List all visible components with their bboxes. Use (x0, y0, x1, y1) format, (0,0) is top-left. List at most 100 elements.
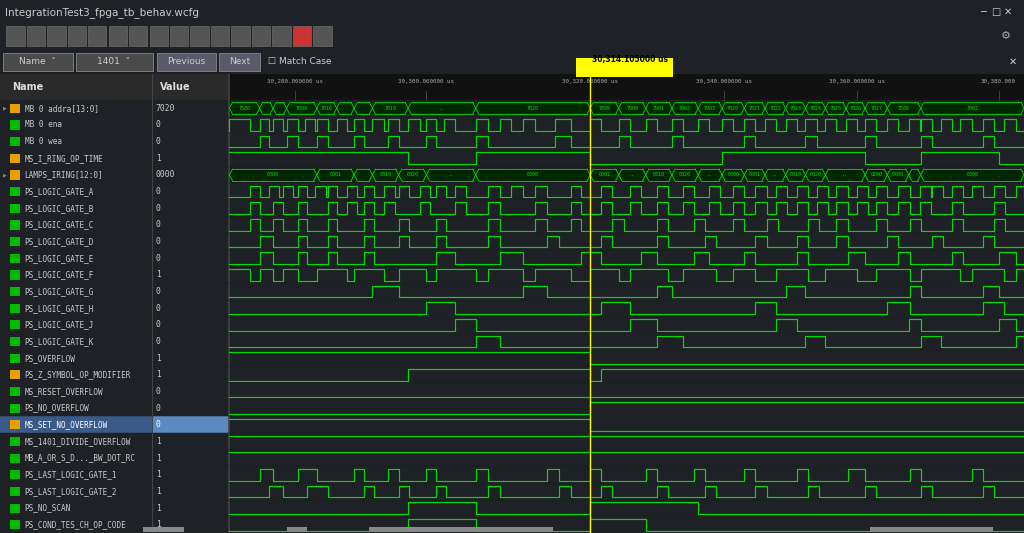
Text: 30,360.000000 us: 30,360.000000 us (829, 79, 885, 84)
Bar (825, 102, 846, 114)
Bar (231, 26, 250, 46)
Bar (354, 102, 373, 114)
Text: PS_LOGIC_GATE_E: PS_LOGIC_GATE_E (25, 254, 94, 263)
Bar (252, 26, 270, 46)
Text: 30,280.000000 us: 30,280.000000 us (266, 79, 323, 84)
Bar (426, 169, 476, 181)
Text: PS_LOGIC_GATE_A: PS_LOGIC_GATE_A (25, 187, 94, 196)
Text: 1: 1 (156, 504, 161, 513)
Bar (211, 26, 229, 46)
Text: LAMPS_IRING[12:0]: LAMPS_IRING[12:0] (25, 171, 103, 180)
Text: Name: Name (12, 82, 44, 92)
Bar (373, 169, 398, 181)
Bar (10, 237, 20, 246)
Text: 7019: 7019 (384, 106, 396, 111)
Text: PS_NO_OVERFLOW: PS_NO_OVERFLOW (25, 403, 89, 413)
Bar (129, 26, 147, 46)
Text: PS_LOGIC_GATE_B: PS_LOGIC_GATE_B (25, 204, 94, 213)
Text: MS_I_RING_OP_TIME: MS_I_RING_OP_TIME (25, 154, 103, 163)
Text: 7900: 7900 (627, 106, 638, 111)
Text: 1401  ˅: 1401 ˅ (97, 57, 130, 66)
Text: ..: .. (772, 173, 778, 177)
Bar (88, 26, 106, 46)
Bar (157, 53, 216, 71)
Bar (287, 102, 316, 114)
Bar (0, 74, 229, 100)
Bar (575, 58, 673, 77)
Text: ..: .. (449, 173, 454, 177)
Text: 0001: 0001 (330, 173, 341, 177)
Text: 1: 1 (156, 370, 161, 379)
Text: 1: 1 (156, 154, 161, 163)
Bar (152, 416, 229, 433)
Text: MS_1401_DIVIDE_OVERFLOW: MS_1401_DIVIDE_OVERFLOW (25, 437, 131, 446)
Text: Next: Next (229, 57, 250, 66)
Bar (865, 102, 888, 114)
Text: 0: 0 (156, 420, 161, 429)
Text: PS_LAST_LOGIC_GATE_2: PS_LAST_LOGIC_GATE_2 (25, 487, 117, 496)
Text: 0: 0 (156, 204, 161, 213)
Bar (10, 304, 20, 313)
Bar (229, 102, 259, 114)
Text: 0: 0 (156, 137, 161, 146)
Text: 7901: 7901 (653, 106, 665, 111)
Bar (409, 102, 476, 114)
Bar (354, 169, 373, 181)
Bar (10, 454, 20, 463)
Bar (10, 320, 20, 329)
Text: 7016: 7016 (321, 106, 333, 111)
Text: 7020: 7020 (156, 104, 175, 113)
Text: 1: 1 (156, 454, 161, 463)
Bar (10, 287, 20, 296)
Bar (618, 102, 646, 114)
Text: 7021: 7021 (749, 106, 761, 111)
Text: MB 0 wea: MB 0 wea (25, 137, 61, 146)
Text: Value: Value (160, 82, 190, 92)
Text: 0010: 0010 (653, 173, 665, 177)
Bar (698, 102, 722, 114)
Text: MS_RESET_OVERFLOW: MS_RESET_OVERFLOW (25, 387, 103, 396)
Text: ✕: ✕ (1004, 7, 1012, 17)
Text: 0: 0 (156, 304, 161, 313)
Text: 1: 1 (156, 270, 161, 279)
Text: 1: 1 (156, 353, 161, 362)
Text: MS_SET_NO_OVERFLOW: MS_SET_NO_OVERFLOW (25, 420, 108, 429)
Text: PS_LOGIC_GATE_K: PS_LOGIC_GATE_K (25, 337, 94, 346)
Bar (765, 169, 785, 181)
Text: ✕: ✕ (1009, 56, 1017, 67)
Text: 7899: 7899 (598, 106, 610, 111)
Text: 30,320.000000 us: 30,320.000000 us (562, 79, 618, 84)
Bar (10, 370, 20, 379)
Bar (293, 26, 311, 46)
Text: MB 0 addra[13:0]: MB 0 addra[13:0] (25, 104, 98, 113)
Text: 7899: 7899 (296, 106, 307, 111)
Text: 0200: 0200 (870, 173, 883, 177)
Bar (10, 470, 20, 479)
Bar (398, 169, 426, 181)
Text: ☐ Match Case: ☐ Match Case (268, 57, 332, 66)
Text: 7027: 7027 (870, 106, 883, 111)
Bar (590, 169, 618, 181)
Bar (219, 53, 260, 71)
Bar (806, 169, 825, 181)
Bar (143, 527, 184, 532)
Bar (672, 169, 698, 181)
Text: 30,340.000000 us: 30,340.000000 us (695, 79, 752, 84)
Bar (76, 53, 153, 71)
Text: 0020: 0020 (809, 173, 821, 177)
Text: □: □ (990, 7, 1000, 17)
Text: 0: 0 (156, 403, 161, 413)
Bar (10, 120, 20, 130)
Text: 7586: 7586 (898, 106, 910, 111)
Bar (888, 169, 908, 181)
Bar (744, 102, 765, 114)
Bar (10, 221, 20, 230)
Bar (229, 74, 1024, 100)
Text: 1: 1 (156, 470, 161, 479)
Bar (287, 527, 307, 532)
Bar (672, 102, 698, 114)
Text: Name  ˅: Name ˅ (19, 57, 56, 66)
Text: 0000: 0000 (727, 173, 739, 177)
Text: PS_COND_TES_CH_OP_CODE: PS_COND_TES_CH_OP_CODE (25, 520, 126, 529)
Bar (10, 154, 20, 163)
